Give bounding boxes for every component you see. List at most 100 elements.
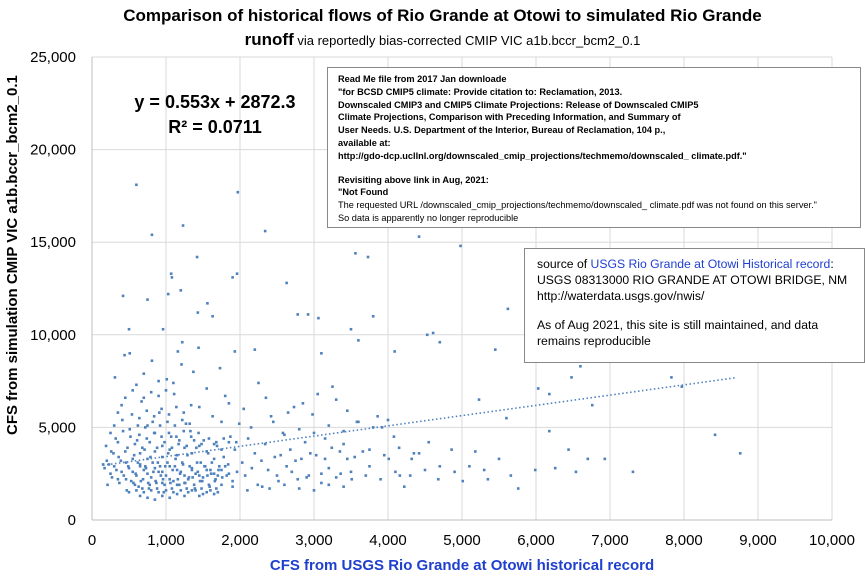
data-point <box>431 331 435 335</box>
data-point <box>138 464 142 468</box>
data-point <box>160 407 163 411</box>
data-point <box>155 487 159 490</box>
data-point <box>152 414 156 418</box>
data-point <box>169 481 172 485</box>
data-point <box>183 474 186 477</box>
data-point <box>138 433 141 437</box>
title-line-1: Comparison of historical flows of Rio Gr… <box>123 6 762 25</box>
data-point <box>212 492 216 496</box>
data-point <box>330 446 334 450</box>
data-point <box>300 457 303 461</box>
data-point <box>338 450 342 453</box>
data-point <box>393 350 396 353</box>
data-point <box>408 474 412 477</box>
trendline-equation: y = 0.553x + 2872.3 R² = 0.0711 <box>110 90 320 140</box>
data-point <box>209 472 213 475</box>
data-point <box>477 398 481 401</box>
data-point <box>137 485 140 488</box>
usgs-link[interactable]: USGS Rio Grande at Otowi Historical reco… <box>590 257 831 271</box>
x-tick-label: 6,000 <box>517 532 555 549</box>
data-point <box>218 366 222 370</box>
data-point <box>350 477 354 481</box>
data-point <box>320 472 323 475</box>
data-point <box>257 381 260 385</box>
data-point <box>398 474 402 477</box>
data-point <box>120 403 123 407</box>
data-point <box>178 472 182 475</box>
data-point <box>135 383 138 387</box>
data-point <box>320 481 323 485</box>
usgs-status-line: remains reproducible <box>537 334 651 349</box>
data-point <box>155 481 158 485</box>
data-point <box>168 448 171 451</box>
data-point <box>135 474 138 477</box>
data-point <box>386 418 390 422</box>
data-point <box>196 311 200 314</box>
data-point <box>117 455 120 459</box>
data-point <box>159 474 163 477</box>
data-point <box>138 494 142 498</box>
data-point <box>169 272 173 275</box>
data-point <box>250 466 254 470</box>
data-point <box>161 477 165 481</box>
data-point <box>187 476 191 479</box>
data-point <box>237 422 241 425</box>
data-point <box>206 302 209 305</box>
data-point <box>200 479 204 483</box>
data-point <box>305 476 308 479</box>
data-point <box>586 457 590 461</box>
data-point <box>119 459 123 463</box>
data-point <box>354 252 357 255</box>
data-point <box>242 407 245 411</box>
data-point <box>482 468 486 472</box>
data-point <box>131 470 134 474</box>
data-point <box>296 313 300 316</box>
data-point <box>156 461 160 464</box>
data-point <box>202 439 206 442</box>
readme-line: Climate Projections, Comparison with Pre… <box>338 112 681 123</box>
data-point <box>417 235 421 238</box>
data-point <box>208 485 211 488</box>
data-point <box>205 450 208 453</box>
data-point <box>116 411 120 414</box>
data-point <box>516 487 520 490</box>
data-point <box>331 385 334 388</box>
data-point <box>146 496 149 500</box>
x-tick-label: 8,000 <box>665 532 703 549</box>
data-point <box>323 437 327 440</box>
data-point <box>212 457 216 461</box>
data-point <box>198 405 201 409</box>
data-point <box>275 474 279 477</box>
data-point <box>179 289 183 292</box>
data-point <box>738 452 742 455</box>
data-point <box>135 489 138 492</box>
data-point <box>327 466 331 470</box>
data-point <box>127 490 131 494</box>
data-point <box>118 481 121 485</box>
data-point <box>226 463 230 466</box>
data-point <box>127 466 131 470</box>
data-point <box>214 477 217 481</box>
data-point <box>141 446 144 450</box>
readme-textbox: Read Me file from 2017 Jan downloade "fo… <box>327 67 861 228</box>
data-point <box>357 339 360 342</box>
x-tick-label: 7,000 <box>591 532 629 549</box>
data-point <box>233 448 237 451</box>
readme-line: Revisiting above link in Aug, 2021: <box>338 174 489 185</box>
data-point <box>146 298 149 301</box>
x-tick-label: 10,000 <box>809 532 855 549</box>
data-point <box>236 190 240 194</box>
data-point <box>342 442 345 446</box>
data-point <box>220 483 223 487</box>
data-point <box>146 457 149 461</box>
data-point <box>190 466 194 470</box>
data-point <box>380 426 384 429</box>
data-point <box>182 411 186 414</box>
data-point <box>474 450 477 453</box>
data-point <box>129 479 133 483</box>
data-point <box>182 429 186 433</box>
data-point <box>174 457 177 461</box>
data-point <box>103 466 106 470</box>
data-point <box>133 483 137 487</box>
data-point <box>196 470 200 474</box>
